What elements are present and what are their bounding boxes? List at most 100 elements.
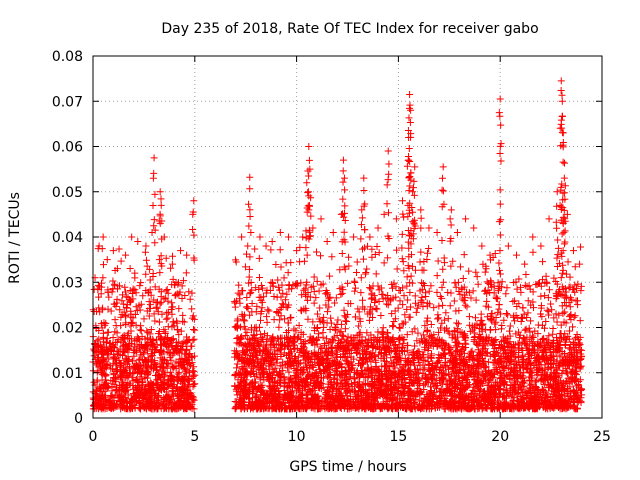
data-point xyxy=(175,338,183,346)
data-point xyxy=(182,346,190,354)
data-point xyxy=(389,294,397,302)
data-point xyxy=(177,327,185,335)
data-point xyxy=(449,257,457,265)
data-point xyxy=(541,292,549,300)
data-point xyxy=(115,245,123,253)
data-point xyxy=(434,311,442,319)
data-point xyxy=(236,370,244,378)
data-point xyxy=(121,312,129,320)
data-point xyxy=(500,316,508,324)
data-point xyxy=(525,394,533,402)
data-point xyxy=(322,301,330,309)
data-point xyxy=(367,331,375,339)
data-point xyxy=(444,288,452,296)
data-point xyxy=(235,355,243,363)
data-point xyxy=(276,246,284,254)
data-point xyxy=(517,288,525,296)
data-point xyxy=(397,346,405,354)
data-point xyxy=(189,336,197,344)
data-point xyxy=(188,395,196,403)
data-point xyxy=(152,336,160,344)
data-point xyxy=(156,300,164,308)
data-point xyxy=(147,325,155,333)
data-point xyxy=(269,340,277,348)
data-point xyxy=(520,355,528,363)
data-point xyxy=(141,248,149,256)
data-point xyxy=(576,333,584,341)
data-point xyxy=(362,405,370,413)
data-point xyxy=(253,339,261,347)
data-point xyxy=(310,273,318,281)
data-point xyxy=(369,314,377,322)
data-point xyxy=(273,293,281,301)
data-point xyxy=(126,264,134,272)
data-point xyxy=(454,320,462,328)
data-point xyxy=(481,268,489,276)
data-point xyxy=(163,334,171,342)
data-point xyxy=(407,367,415,375)
data-point xyxy=(314,392,322,400)
data-point xyxy=(538,276,546,284)
data-point xyxy=(442,380,450,388)
data-point xyxy=(423,256,431,264)
data-point xyxy=(317,370,325,378)
data-point xyxy=(452,342,460,350)
data-point xyxy=(474,373,482,381)
data-point xyxy=(540,334,548,342)
data-point xyxy=(147,379,155,387)
data-point xyxy=(366,303,374,311)
data-point xyxy=(400,375,408,383)
data-point xyxy=(571,281,579,289)
data-point xyxy=(567,316,575,324)
data-point xyxy=(374,375,382,383)
data-point xyxy=(550,314,558,322)
data-point xyxy=(328,384,336,392)
data-point xyxy=(285,368,293,376)
data-point xyxy=(140,315,148,323)
data-point xyxy=(491,249,499,257)
data-point xyxy=(276,316,284,324)
data-point xyxy=(524,309,532,317)
data-point xyxy=(438,319,446,327)
data-point xyxy=(507,392,515,400)
data-point xyxy=(164,289,172,297)
data-point xyxy=(519,334,527,342)
data-point xyxy=(469,287,477,295)
data-point xyxy=(95,326,103,334)
data-point xyxy=(566,273,574,281)
data-point xyxy=(553,373,561,381)
data-point xyxy=(436,394,444,402)
data-point xyxy=(190,335,198,343)
data-point xyxy=(327,314,335,322)
data-point xyxy=(569,323,577,331)
data-point xyxy=(100,343,108,351)
data-point xyxy=(451,279,459,287)
data-point xyxy=(575,356,583,364)
data-point xyxy=(423,317,431,325)
data-point xyxy=(471,380,479,388)
data-point xyxy=(231,298,239,306)
data-point xyxy=(496,270,504,278)
data-point xyxy=(360,354,368,362)
data-point xyxy=(468,347,476,355)
data-point xyxy=(191,326,199,334)
data-point xyxy=(475,324,483,332)
data-point xyxy=(325,362,333,370)
data-point xyxy=(323,308,331,316)
data-point xyxy=(567,341,575,349)
data-point xyxy=(419,303,427,311)
data-point xyxy=(404,296,412,304)
data-point xyxy=(136,306,144,314)
data-point xyxy=(467,294,475,302)
data-point xyxy=(418,293,426,301)
data-point xyxy=(334,316,342,324)
data-point xyxy=(90,345,98,353)
data-point xyxy=(406,289,414,297)
data-point xyxy=(92,360,100,368)
data-point xyxy=(362,389,370,397)
data-point xyxy=(186,295,194,303)
data-point xyxy=(374,328,382,336)
data-point xyxy=(154,308,162,316)
data-point xyxy=(281,402,289,410)
data-point xyxy=(171,345,179,353)
